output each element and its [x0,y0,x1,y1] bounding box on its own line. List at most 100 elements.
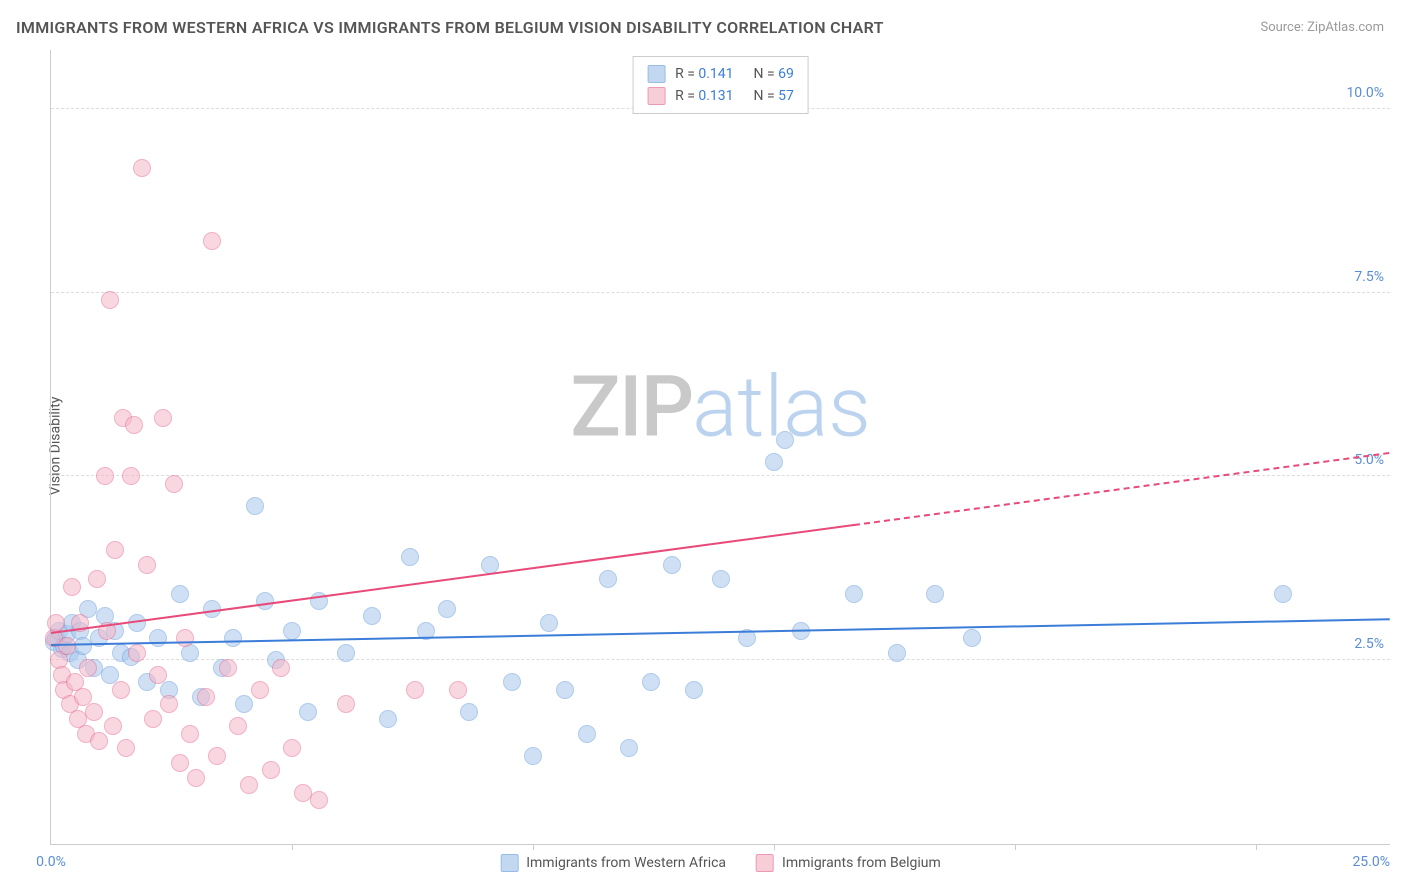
scatter-point-western_africa [246,497,264,515]
legend-swatch-belgium [756,854,774,872]
scatter-point-belgium [229,717,247,735]
scatter-point-belgium [88,570,106,588]
scatter-point-western_africa [1274,585,1292,603]
scatter-point-western_africa [765,453,783,471]
legend-item-western_africa: Immigrants from Western Africa [500,854,726,872]
scatter-point-western_africa [363,607,381,625]
scatter-point-belgium [133,159,151,177]
r-label: R = 0.141 [675,66,733,82]
scatter-point-belgium [63,578,81,596]
scatter-point-belgium [117,739,135,757]
scatter-point-western_africa [149,629,167,647]
scatter-point-western_africa [685,681,703,699]
scatter-point-belgium [106,541,124,559]
scatter-point-belgium [149,666,167,684]
r-value: 0.141 [698,66,733,82]
legend-item-belgium: Immigrants from Belgium [756,854,941,872]
series-legend: Immigrants from Western Africa Immigrants… [500,854,941,872]
scatter-plot-area: ZIPatlas 2.5%5.0%7.5%10.0%0.0%25.0%R = 0… [50,50,1390,845]
scatter-point-western_africa [540,614,558,632]
scatter-point-western_africa [379,710,397,728]
scatter-point-western_africa [524,747,542,765]
correlation-legend-row-western_africa: R = 0.141 N = 69 [647,63,794,85]
scatter-point-belgium [197,688,215,706]
scatter-point-belgium [187,769,205,787]
scatter-point-belgium [240,776,258,794]
x-tick-mark [292,844,293,850]
scatter-point-western_africa [235,695,253,713]
scatter-point-belgium [181,725,199,743]
grid-line [51,659,1390,660]
scatter-point-belgium [85,703,103,721]
scatter-point-belgium [171,754,189,772]
scatter-point-western_africa [556,681,574,699]
scatter-point-western_africa [888,644,906,662]
trend-line-belgium [51,524,855,634]
scatter-point-belgium [104,717,122,735]
scatter-point-western_africa [503,673,521,691]
scatter-point-belgium [165,475,183,493]
x-origin-label: 0.0% [36,854,66,870]
scatter-point-belgium [154,409,172,427]
scatter-point-western_africa [642,673,660,691]
x-max-label: 25.0% [1352,854,1390,870]
n-label: N = 69 [754,66,794,82]
scatter-point-belgium [406,681,424,699]
scatter-point-belgium [176,629,194,647]
source-attribution: Source: ZipAtlas.com [1260,20,1384,35]
legend-label: Immigrants from Western Africa [526,855,726,871]
scatter-point-belgium [283,739,301,757]
grid-line [51,475,1390,476]
scatter-point-western_africa [438,600,456,618]
scatter-point-western_africa [401,548,419,566]
scatter-point-belgium [128,644,146,662]
n-value: 57 [778,88,794,104]
scatter-point-belgium [262,761,280,779]
scatter-point-belgium [337,695,355,713]
scatter-point-western_africa [845,585,863,603]
scatter-point-belgium [160,695,178,713]
scatter-point-belgium [101,291,119,309]
x-tick-mark [774,844,775,850]
scatter-point-belgium [219,659,237,677]
n-label: N = 57 [754,88,794,104]
scatter-point-belgium [203,232,221,250]
scatter-point-belgium [272,659,290,677]
scatter-point-belgium [449,681,467,699]
legend-swatch-western_africa [647,65,665,83]
legend-swatch-western_africa [500,854,518,872]
r-label: R = 0.131 [675,88,733,104]
scatter-point-western_africa [599,570,617,588]
legend-label: Immigrants from Belgium [782,855,941,871]
y-tick-label: 7.5% [1354,269,1384,285]
correlation-legend: R = 0.141 N = 69 R = 0.131 N = 57 [632,56,809,114]
scatter-point-belgium [96,467,114,485]
scatter-point-western_africa [620,739,638,757]
scatter-point-belgium [310,791,328,809]
scatter-point-western_africa [712,570,730,588]
y-tick-label: 2.5% [1354,636,1384,652]
scatter-point-western_africa [283,622,301,640]
scatter-point-western_africa [337,644,355,662]
scatter-point-belgium [138,556,156,574]
scatter-point-belgium [122,467,140,485]
y-tick-label: 10.0% [1346,85,1384,101]
trend-line-western_africa [51,618,1390,646]
scatter-point-western_africa [963,629,981,647]
scatter-point-western_africa [224,629,242,647]
chart-title: IMMIGRANTS FROM WESTERN AFRICA VS IMMIGR… [16,18,884,37]
scatter-point-western_africa [460,703,478,721]
scatter-point-western_africa [926,585,944,603]
scatter-point-western_africa [299,703,317,721]
scatter-point-western_africa [128,614,146,632]
scatter-point-belgium [208,747,226,765]
scatter-point-belgium [79,659,97,677]
n-value: 69 [778,66,794,82]
scatter-point-western_africa [171,585,189,603]
legend-swatch-belgium [647,87,665,105]
watermark-zip: ZIP [570,358,692,457]
watermark-logo: ZIPatlas [570,358,871,457]
r-value: 0.131 [698,88,733,104]
scatter-point-western_africa [663,556,681,574]
x-tick-mark [1015,844,1016,850]
